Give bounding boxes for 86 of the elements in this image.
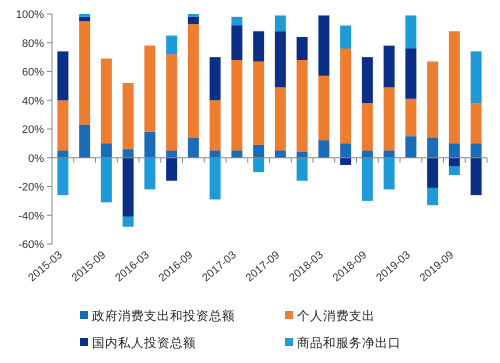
bar [318,15,330,76]
bar [100,158,112,202]
bar [253,31,264,62]
bar [188,24,199,138]
bar [405,48,416,99]
bar [405,136,416,158]
bar [296,37,308,60]
y-tick-label: 80% [22,38,44,50]
bar [318,76,330,140]
bar [427,138,438,158]
bar [384,87,395,151]
bar [253,158,264,172]
y-tick-label: -60% [18,239,44,251]
bar [470,103,482,144]
bar [448,31,460,144]
bar [296,158,308,181]
bar [427,188,438,206]
bar [384,158,395,190]
bar [79,124,90,158]
bar [253,61,264,145]
bar [448,158,460,166]
bar [188,16,199,24]
bar [318,140,330,158]
bar [362,158,373,201]
bar [231,150,242,158]
bar [166,36,178,54]
bar [384,150,395,158]
bar [57,158,68,196]
bar [79,16,90,22]
bar [340,143,352,158]
bar [340,48,352,144]
bar [470,143,482,158]
bar [384,46,395,88]
bar [210,158,221,200]
bar [405,15,416,48]
bar [296,152,308,158]
bar [231,16,242,26]
y-tick-label: -40% [18,210,44,222]
bar [427,61,438,138]
bar [144,132,156,158]
bar [144,158,156,190]
y-tick-label: 20% [22,124,44,136]
bar [122,149,134,158]
bar [296,60,308,152]
bar [210,100,221,151]
bar [448,143,460,158]
bar [274,31,286,88]
bar [144,46,156,132]
bar [340,26,352,48]
bar [57,51,68,100]
bar [448,166,460,175]
bar [122,158,134,217]
bar [57,150,68,158]
bar [340,158,352,165]
bar [122,83,134,150]
bar [188,14,199,17]
bar [57,100,68,151]
y-tick-label: -20% [18,182,44,194]
bar [253,144,264,158]
bar [100,58,112,144]
bar [166,158,178,181]
bar [188,138,199,158]
bar [166,150,178,158]
bar [210,57,221,100]
bar [79,14,90,17]
bar [274,15,286,32]
bar [470,158,482,196]
y-tick-label: 100% [16,9,44,21]
bar [210,150,221,158]
bar [470,51,482,104]
bar [100,143,112,158]
y-tick-label: 40% [22,95,44,108]
bar [79,21,90,125]
bar [166,54,178,151]
y-tick-label: 0% [28,152,44,165]
bar [427,158,438,188]
y-tick-label: 60% [22,66,44,78]
bar [231,60,242,151]
bar [122,216,134,227]
bar [362,57,373,104]
bar [231,26,242,60]
bar [405,98,416,136]
bar [274,150,286,158]
bar [362,103,373,151]
bar [274,87,286,151]
bar [362,150,373,158]
